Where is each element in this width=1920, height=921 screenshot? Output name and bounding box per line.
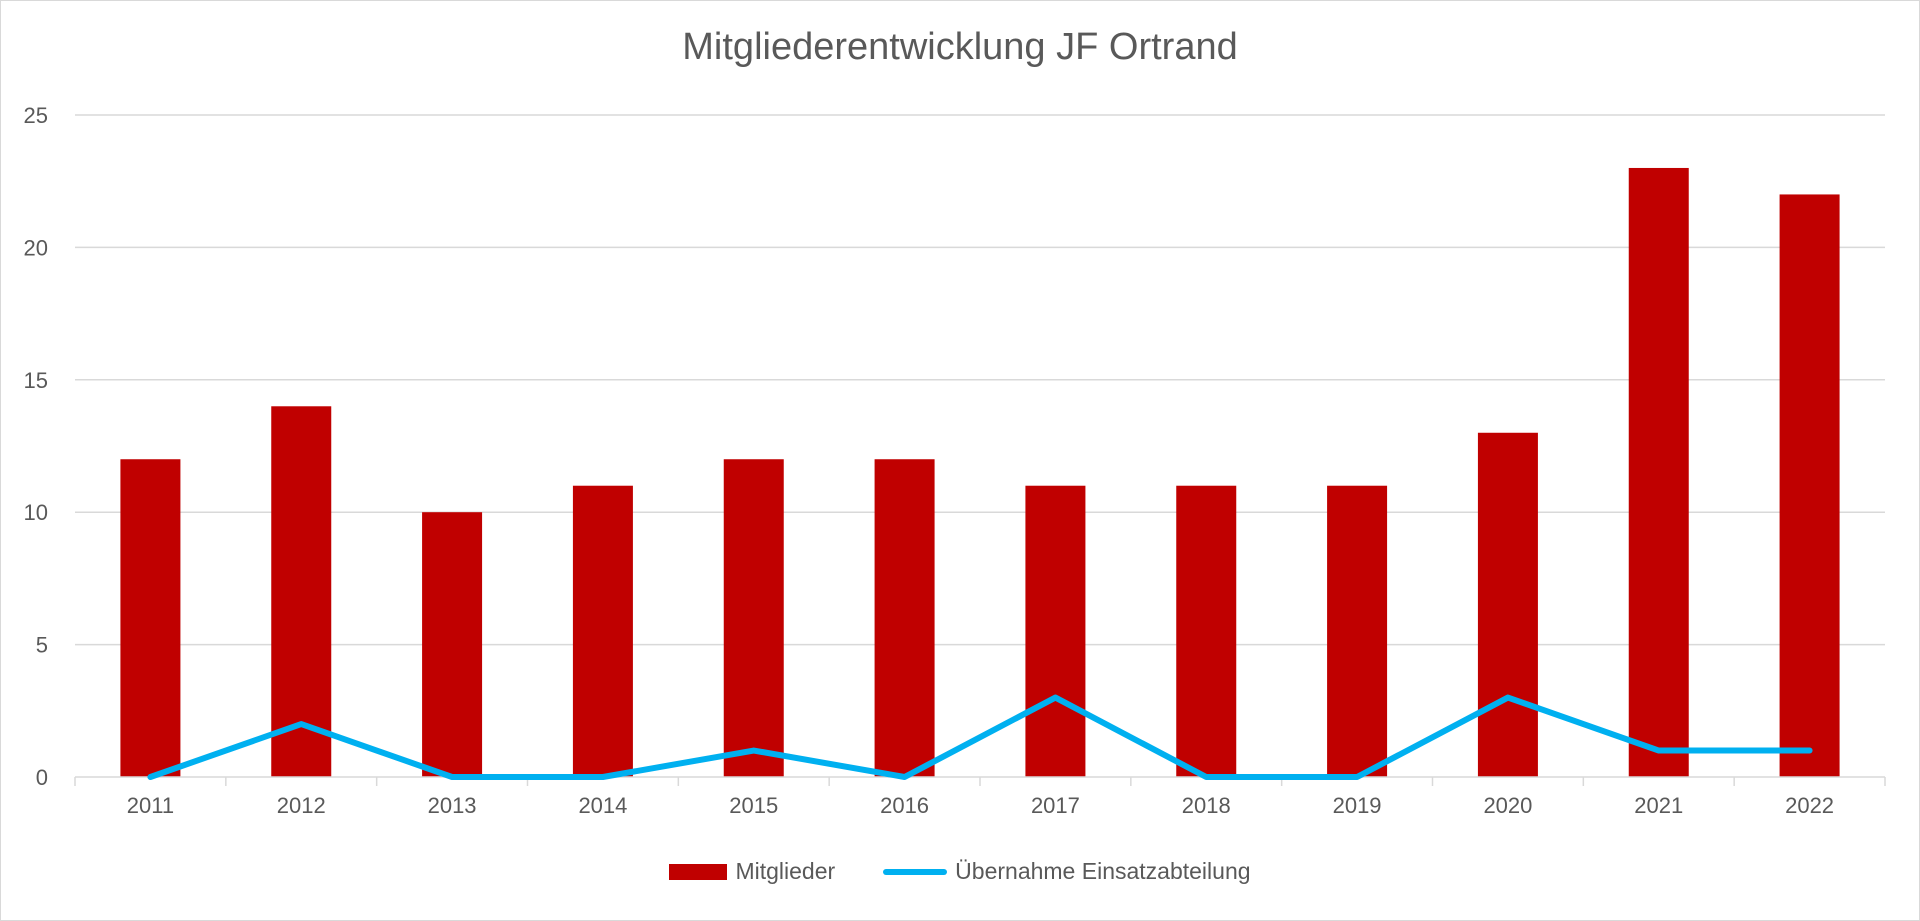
x-tick-label: 2020 [1483, 793, 1532, 818]
bar [1477, 432, 1538, 777]
bar [874, 459, 935, 777]
bar [1327, 485, 1388, 777]
x-axis-tick-labels: 2011 2012 2013 2014 2015 2016 2017 2018 2019 2020… [127, 793, 1834, 818]
x-tick-label: 2014 [578, 793, 627, 818]
legend-label: Übernahme Einsatzabteilung [955, 858, 1251, 884]
legend-item-uebernahme: Übernahme Einsatzabteilung [883, 858, 1251, 885]
bar-series [120, 167, 1840, 777]
y-tick-label: 0 [36, 765, 48, 790]
bar [572, 485, 633, 777]
x-tick-label: 2012 [277, 793, 326, 818]
x-tick-label: 2015 [729, 793, 778, 818]
line-series [147, 694, 1813, 780]
bar [723, 459, 784, 777]
y-tick-label: 5 [36, 633, 48, 658]
bar [1176, 485, 1237, 777]
bar [271, 406, 332, 777]
gridlines [75, 114, 1885, 646]
legend: Mitglieder Übernahme Einsatzabteilung [0, 858, 1920, 885]
x-axis [74, 776, 1886, 786]
x-tick-label: 2018 [1182, 793, 1231, 818]
legend-item-mitglieder: Mitglieder [669, 858, 835, 885]
series-line [147, 694, 1813, 780]
y-tick-label: 10 [24, 500, 48, 525]
bar [120, 459, 181, 777]
legend-swatch-line [883, 868, 948, 875]
y-tick-label: 25 [24, 103, 48, 128]
bar [1025, 485, 1086, 777]
chart-title: Mitgliederentwicklung JF Ortrand [682, 26, 1238, 68]
y-axis-tick-labels: 0 5 10 15 20 25 [24, 103, 48, 790]
bar [422, 512, 483, 777]
x-tick-label: 2022 [1785, 793, 1834, 818]
x-tick-label: 2017 [1031, 793, 1080, 818]
y-tick-label: 20 [24, 235, 48, 260]
y-tick-label: 15 [24, 368, 48, 393]
x-tick-label: 2013 [428, 793, 477, 818]
legend-label: Mitglieder [735, 858, 836, 884]
x-tick-label: 2016 [880, 793, 929, 818]
bar [1628, 167, 1689, 777]
bar [1779, 194, 1840, 777]
x-tick-label: 2019 [1333, 793, 1382, 818]
legend-swatch-bar [669, 863, 728, 880]
x-tick-label: 2011 [127, 793, 174, 818]
x-tick-label: 2021 [1634, 793, 1683, 818]
